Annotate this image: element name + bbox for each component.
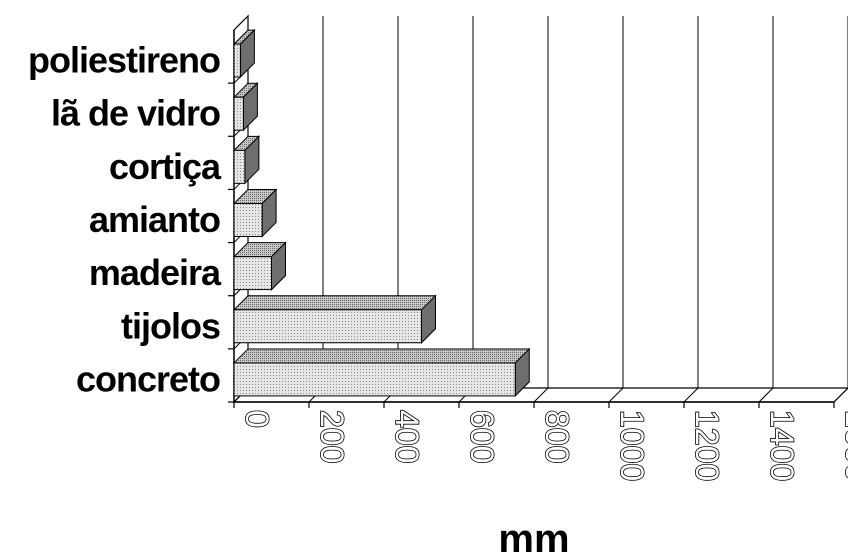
bar-top-face [232, 348, 531, 364]
bar-front-face [233, 362, 516, 397]
bar [232, 241, 287, 291]
category-label: lã de vidro [51, 93, 220, 134]
bar [232, 135, 261, 185]
floor-tick [533, 387, 549, 403]
floor-tick [683, 387, 699, 403]
category-label: madeira [89, 252, 222, 293]
bar-top-face [232, 295, 437, 311]
bar-front-face [233, 149, 246, 184]
x-tick-label: 1400 [764, 410, 800, 481]
bar-front-face [233, 43, 241, 78]
x-tick-label: 1600 [839, 410, 848, 481]
x-tick-label: 800 [539, 410, 575, 463]
x-tick-label: 0 [239, 410, 275, 428]
category-label: cortiça [109, 146, 222, 187]
bar-front-face [233, 96, 244, 131]
bar-front-face [233, 203, 263, 237]
bar-front-face [233, 256, 272, 291]
bar [232, 188, 278, 238]
x-tick-label: 600 [464, 410, 500, 463]
category-label: tijolos [121, 305, 220, 346]
x-axis-title: mm [498, 517, 569, 552]
bars-group [232, 28, 531, 398]
x-tick-label: 1200 [689, 410, 725, 481]
floor-tick [758, 387, 774, 403]
category-label: amianto [89, 199, 220, 240]
x-tick-label: 400 [389, 410, 425, 463]
chart-walls [232, 14, 848, 404]
bar [232, 294, 437, 344]
floor-tick [833, 387, 848, 403]
category-label: concreto [76, 358, 220, 399]
bar-front-face [233, 309, 422, 344]
bar [232, 28, 256, 79]
x-tick-labels: 0 200 400 600 800 1000 1200 1400 1600 [238, 409, 848, 482]
x-tick-label: 200 [314, 410, 350, 463]
category-label: poliestireno [28, 40, 220, 81]
floor-tick [608, 387, 624, 403]
bar [232, 347, 531, 398]
bar [232, 82, 259, 132]
x-tick-label: 1000 [614, 410, 650, 481]
category-labels: poliestireno lã de vidro cortiça amianto mad… [28, 40, 223, 400]
